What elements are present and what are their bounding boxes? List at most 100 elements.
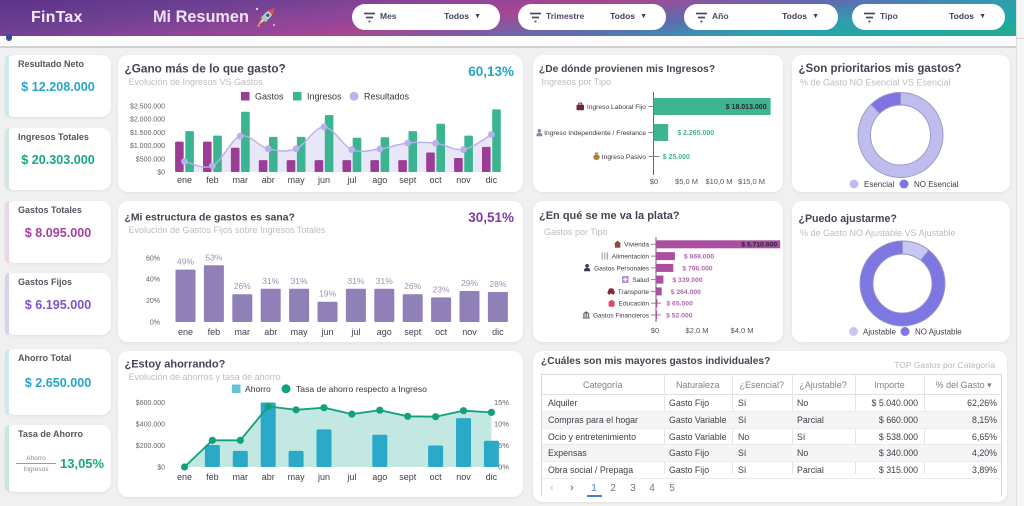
svg-text:may: may xyxy=(291,327,309,337)
svg-text:Salud: Salud xyxy=(632,277,649,284)
svg-text:$ 869.000: $ 869.000 xyxy=(684,254,714,261)
svg-text:ene: ene xyxy=(177,175,192,185)
svg-text:Resultados: Resultados xyxy=(364,92,410,102)
svg-text:Evolución de Ingresos VS Gasto: Evolución de Ingresos VS Gastos xyxy=(129,77,264,87)
svg-text:Ingresos por Tipo: Ingresos por Tipo xyxy=(542,77,612,87)
svg-text:jul: jul xyxy=(346,175,356,185)
svg-text:19%: 19% xyxy=(319,289,336,299)
svg-text:Evolución de ahorros y tasa de: Evolución de ahorros y tasa de ahorro xyxy=(129,372,281,382)
svg-text:mar: mar xyxy=(233,472,249,482)
svg-text:29%: 29% xyxy=(461,278,478,288)
svg-text:10%: 10% xyxy=(494,420,509,429)
svg-text:31%: 31% xyxy=(291,276,308,286)
svg-text:$ 5.710.000: $ 5.710.000 xyxy=(741,242,777,249)
svg-text:jun: jun xyxy=(317,472,330,482)
svg-text:dic: dic xyxy=(492,327,504,337)
svg-text:sept: sept xyxy=(399,472,417,482)
svg-text:NO Esencial: NO Esencial xyxy=(914,180,959,189)
svg-text:$ 52.000: $ 52.000 xyxy=(666,312,693,319)
svg-text:$ 65.000: $ 65.000 xyxy=(666,301,693,308)
svg-text:abr: abr xyxy=(264,327,277,337)
svg-text:60%: 60% xyxy=(146,255,160,262)
svg-text:$400.000: $400.000 xyxy=(136,422,165,429)
svg-text:mar: mar xyxy=(235,327,251,337)
svg-text:$ 25.000: $ 25.000 xyxy=(663,154,690,161)
svg-text:¿Mi estructura de gastos es sa: ¿Mi estructura de gastos es sana? xyxy=(125,213,295,224)
svg-text:$4,0 M: $4,0 M xyxy=(731,326,754,335)
svg-text:Gastos Personales: Gastos Personales xyxy=(594,265,650,272)
svg-text:$0: $0 xyxy=(651,326,659,335)
svg-text:nov: nov xyxy=(456,472,471,482)
svg-text:Gastos: Gastos xyxy=(255,92,284,102)
svg-text:ago: ago xyxy=(372,175,387,185)
svg-text:$ 2.265.000: $ 2.265.000 xyxy=(677,130,714,137)
svg-text:$ 18.013.000: $ 18.013.000 xyxy=(726,104,767,111)
svg-text:oct: oct xyxy=(435,327,448,337)
svg-text:feb: feb xyxy=(206,472,219,482)
svg-text:20%: 20% xyxy=(146,298,160,305)
svg-text:% de Gasto NO Esencial VS Esen: % de Gasto NO Esencial VS Esencial xyxy=(800,78,951,88)
svg-text:¿Gano más de lo que gasto?: ¿Gano más de lo que gasto? xyxy=(125,62,286,76)
svg-text:may: may xyxy=(288,175,306,185)
svg-text:$1.500.000: $1.500.000 xyxy=(130,130,165,137)
svg-text:abr: abr xyxy=(262,472,275,482)
svg-text:¿Estoy ahorrando?: ¿Estoy ahorrando? xyxy=(125,359,226,371)
svg-text:31%: 31% xyxy=(376,276,393,286)
svg-text:0%: 0% xyxy=(498,463,509,472)
svg-text:26%: 26% xyxy=(404,281,421,291)
svg-text:0%: 0% xyxy=(150,320,160,327)
svg-text:Educación: Educación xyxy=(619,301,650,308)
svg-text:dic: dic xyxy=(486,472,498,482)
svg-text:$ 339.000: $ 339.000 xyxy=(672,277,702,284)
svg-text:Ingreso Laboral Fijo: Ingreso Laboral Fijo xyxy=(587,104,646,111)
svg-text:jul: jul xyxy=(346,472,356,482)
svg-text:$0: $0 xyxy=(157,170,165,177)
svg-text:$10,0 M: $10,0 M xyxy=(705,177,732,186)
svg-text:¿Puedo ajustarme?: ¿Puedo ajustarme? xyxy=(799,213,897,225)
svg-text:ene: ene xyxy=(177,472,192,482)
svg-text:nov: nov xyxy=(462,327,477,337)
svg-text:Ingresos: Ingresos xyxy=(307,92,342,102)
svg-text:28%: 28% xyxy=(489,279,506,289)
svg-text:ago: ago xyxy=(377,327,392,337)
svg-text:30,51%: 30,51% xyxy=(468,210,514,225)
svg-text:Evolución de Gastos Fijos sobr: Evolución de Gastos Fijos sobre Ingresos… xyxy=(129,225,326,235)
svg-text:49%: 49% xyxy=(177,257,194,267)
svg-text:sept: sept xyxy=(399,175,417,185)
svg-text:feb: feb xyxy=(208,327,221,337)
svg-text:$5,0 M: $5,0 M xyxy=(675,177,698,186)
svg-text:¿De dónde provienen mis Ingres: ¿De dónde provienen mis Ingresos? xyxy=(539,64,715,75)
svg-text:nov: nov xyxy=(456,175,471,185)
svg-text:abr: abr xyxy=(262,175,275,185)
svg-text:31%: 31% xyxy=(347,276,364,286)
svg-text:$500.000: $500.000 xyxy=(136,156,165,163)
svg-text:26%: 26% xyxy=(234,281,251,291)
svg-text:$2.500.000: $2.500.000 xyxy=(130,104,165,111)
svg-text:ago: ago xyxy=(372,472,387,482)
svg-text:31%: 31% xyxy=(262,276,279,286)
svg-text:23%: 23% xyxy=(433,284,450,294)
svg-text:jun: jun xyxy=(317,175,330,185)
svg-text:Ahorro: Ahorro xyxy=(245,384,271,394)
svg-text:$0: $0 xyxy=(157,465,165,472)
svg-text:sept: sept xyxy=(404,327,422,337)
svg-text:$600.000: $600.000 xyxy=(136,400,165,407)
svg-text:Gastos por Tipo: Gastos por Tipo xyxy=(544,227,608,237)
svg-text:$ 264.000: $ 264.000 xyxy=(671,289,701,296)
svg-text:may: may xyxy=(288,472,306,482)
svg-text:¿Son prioritarios mis gastos?: ¿Son prioritarios mis gastos? xyxy=(799,63,962,75)
svg-text:jul: jul xyxy=(350,327,360,337)
svg-text:Ajustable: Ajustable xyxy=(863,328,896,337)
svg-text:5%: 5% xyxy=(498,441,509,450)
svg-text:Vivienda: Vivienda xyxy=(624,242,649,249)
svg-text:$2.000.000: $2.000.000 xyxy=(130,117,165,124)
svg-text:Ingreso Pasivo: Ingreso Pasivo xyxy=(602,154,647,161)
svg-text:40%: 40% xyxy=(146,277,160,284)
svg-text:Tasa de ahorro respecto a Ingr: Tasa de ahorro respecto a Ingreso xyxy=(296,384,427,394)
svg-text:15%: 15% xyxy=(494,398,509,407)
svg-text:53%: 53% xyxy=(205,252,222,262)
svg-text:feb: feb xyxy=(206,175,219,185)
svg-text:ene: ene xyxy=(178,327,193,337)
svg-text:NO Ajustable: NO Ajustable xyxy=(915,328,962,337)
svg-text:oct: oct xyxy=(430,175,443,185)
